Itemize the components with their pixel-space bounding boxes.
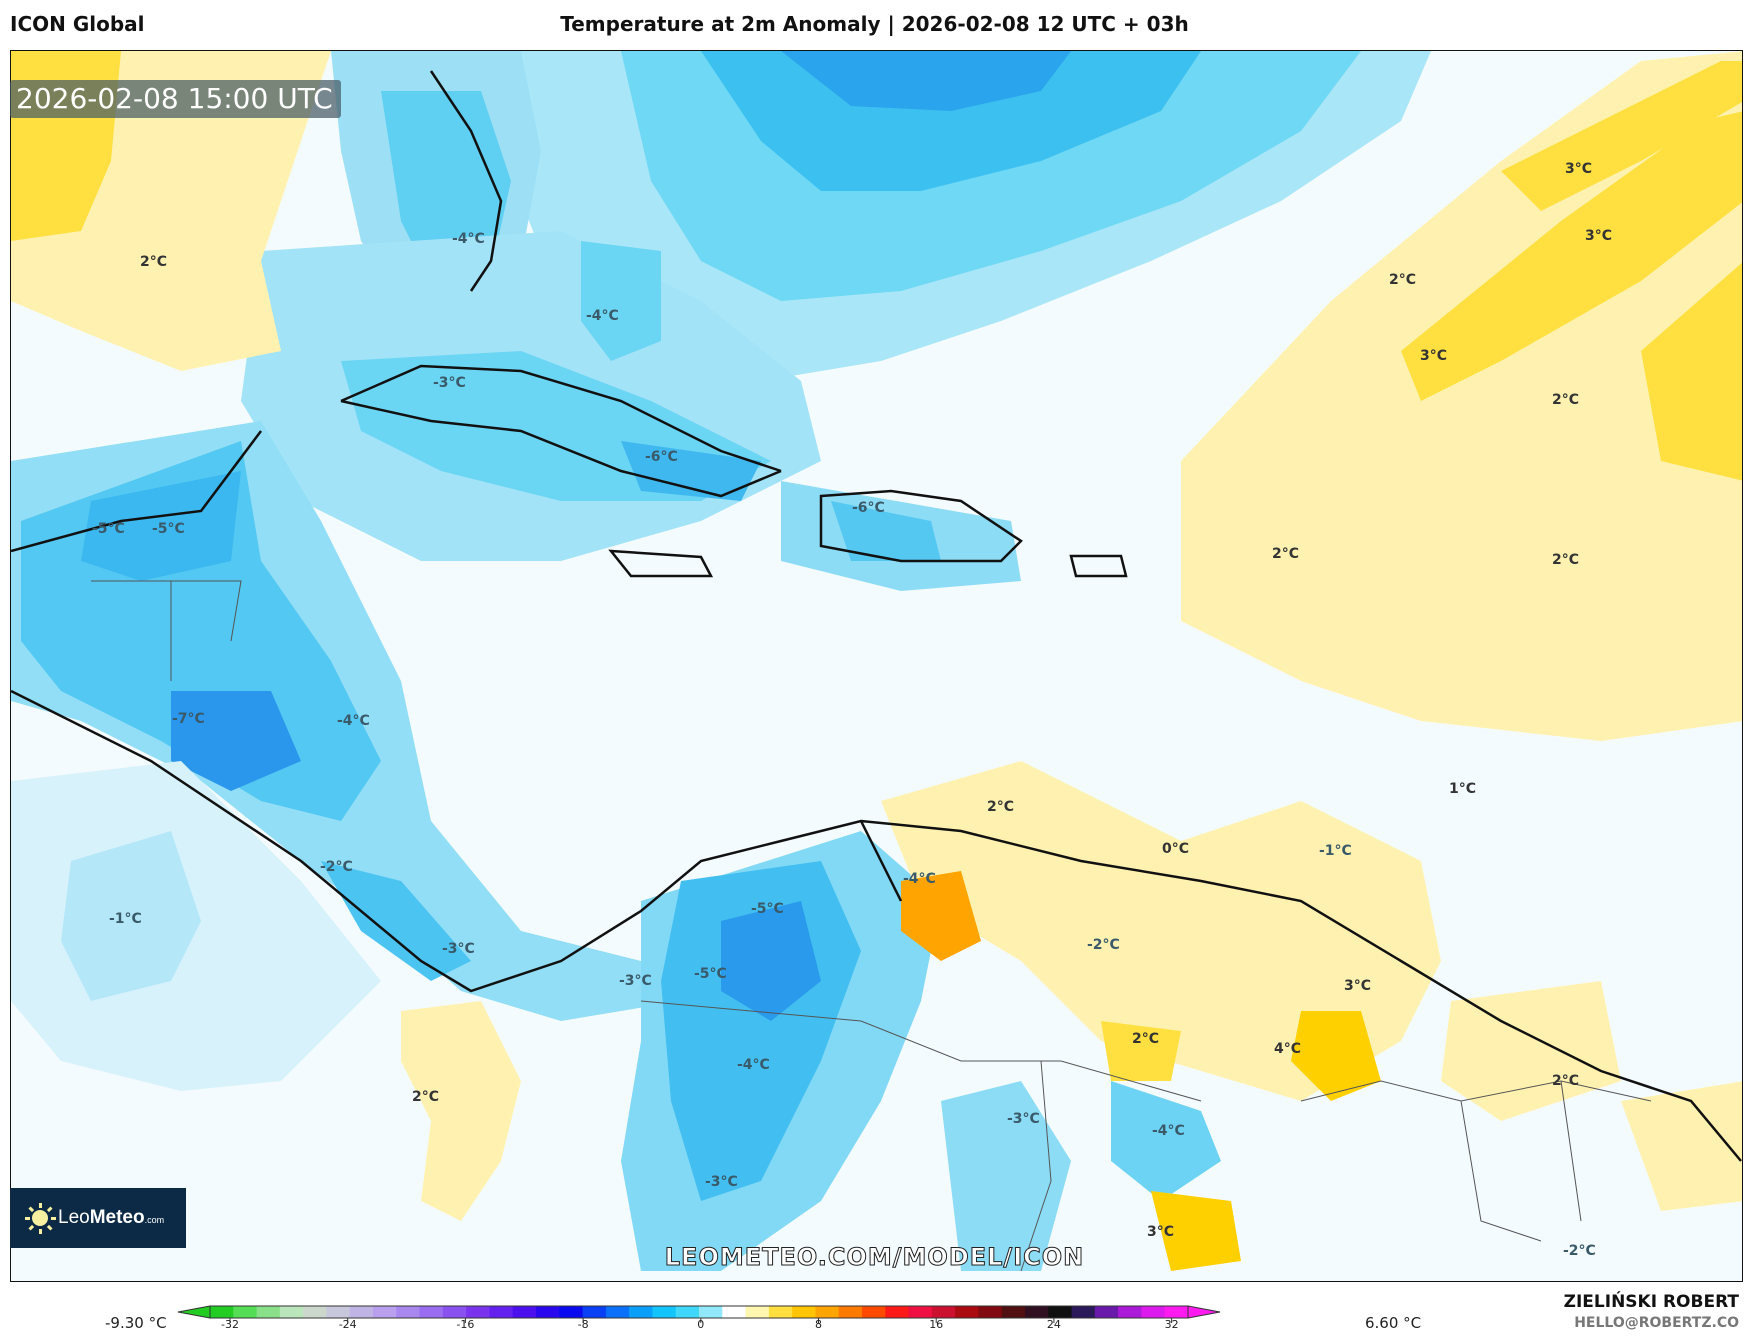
contour-label: 2°C [987,799,1015,815]
contour-label: -2°C [1087,937,1120,953]
contour-label: -1°C [109,911,142,927]
colorbar-tick-label: -32 [221,1318,239,1331]
contour-label: 2°C [1389,272,1417,288]
logo-text: LeoMeteo.com [58,1207,165,1228]
colorbar-tick-label: -8 [577,1318,589,1331]
contour-label: -5°C [152,521,185,537]
leometeo-logo[interactable]: LeoMeteo.com [10,1188,186,1248]
contour-label: -1°C [1319,843,1352,859]
contour-label: 3°C [1565,161,1593,177]
contour-label: -3°C [619,973,652,989]
contour-label: -2°C [1563,1243,1596,1259]
contour-label: -6°C [852,500,885,516]
contour-label: 3°C [1147,1224,1175,1240]
contour-label: -4°C [1152,1123,1185,1139]
contour-label: 4°C [1274,1041,1302,1057]
colorbar-max-label: 6.60 °C [1365,1314,1422,1332]
contour-label: -3°C [433,375,466,391]
contour-label: 2°C [1272,546,1300,562]
contour-label: -3°C [1007,1111,1040,1127]
contour-label: -4°C [903,871,936,887]
colorbar-tick-label: 16 [929,1318,944,1331]
contour-label: -6°C [645,449,678,465]
contour-label: -4°C [452,231,485,247]
contour-label: -4°C [737,1057,770,1073]
colorbar-tick-label: -16 [456,1318,475,1331]
contour-label: -4°C [337,713,370,729]
colorbar-scale [177,1305,1221,1323]
sun-icon [24,1202,56,1234]
anomaly-map [10,50,1743,1282]
contour-label: 2°C [1132,1031,1160,1047]
contour-label: -5°C [694,966,727,982]
map-title: Temperature at 2m Anomaly | 2026-02-08 1… [560,12,1189,36]
contour-label: -3°C [442,941,475,957]
contour-label: -2°C [320,859,353,875]
colorbar-tick-label: 8 [815,1318,822,1331]
contour-label: 2°C [1552,1073,1580,1089]
colorbar-min-label: -9.30 °C [105,1314,167,1332]
contour-label: -7°C [172,711,205,727]
contour-label: 3°C [1420,348,1448,364]
author-email[interactable]: HELLO@ROBERTZ.CO [1574,1315,1739,1331]
contour-label: -5°C [92,521,125,537]
contour-label: 2°C [1552,392,1580,408]
watermark-url: LEOMETEO.COM/MODEL/ICON [664,1243,1085,1272]
contour-label: -4°C [586,308,619,324]
valid-time-badge: 2026-02-08 15:00 UTC [10,80,341,118]
contour-label: 3°C [1585,228,1613,244]
contour-label: 2°C [412,1089,440,1105]
author-credit: ZIELIŃSKI ROBERT [1563,1292,1739,1312]
contour-label: 2°C [140,254,168,270]
contour-label: 0°C [1162,841,1190,857]
contour-label: 2°C [1552,552,1580,568]
colorbar-tick-label: 24 [1046,1318,1061,1331]
contour-label: -3°C [705,1174,738,1190]
contour-label: -5°C [751,901,784,917]
contour-label: 1°C [1449,781,1477,797]
model-name: ICON Global [10,12,145,36]
contour-label: 3°C [1344,978,1372,994]
colorbar: -9.30 °C -32 -24 -16 -8 0 8 16 24 32 6.60 °C [0,1296,1749,1338]
colorbar-tick-label: -24 [338,1318,357,1331]
colorbar-tick-label: 0 [697,1318,705,1331]
colorbar-tick-label: 32 [1164,1318,1179,1331]
map-field-svg [11,51,1742,1281]
